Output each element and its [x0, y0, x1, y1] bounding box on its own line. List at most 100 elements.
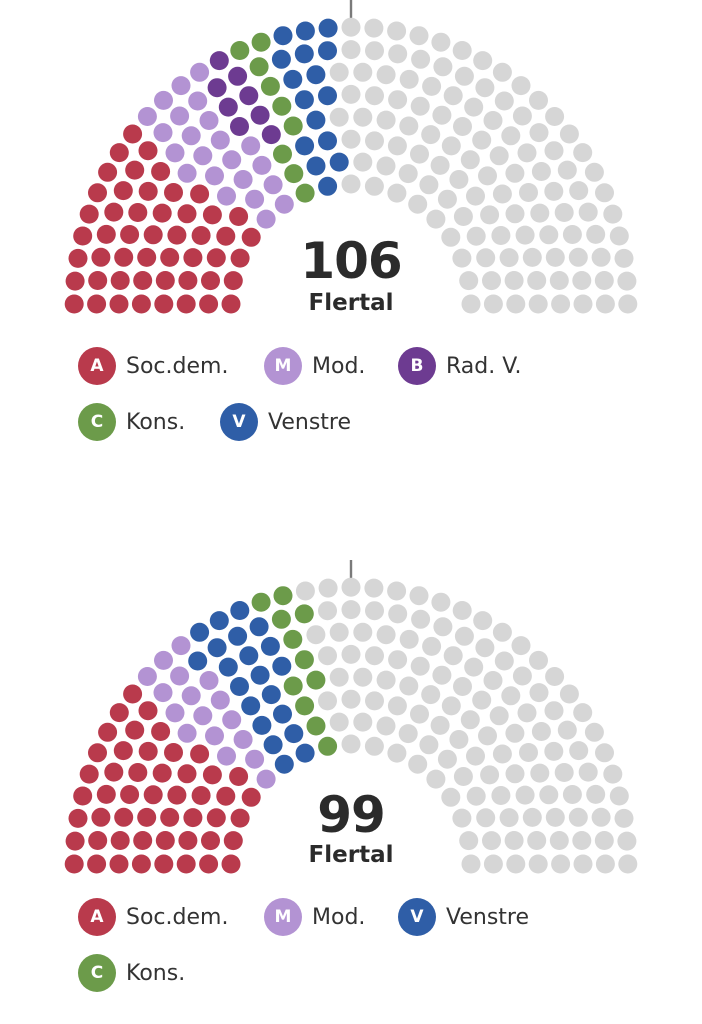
- seat-V: [207, 638, 227, 658]
- seat-empty: [365, 601, 384, 621]
- seat-empty: [441, 227, 461, 247]
- seat-empty: [387, 136, 407, 156]
- seat-empty: [501, 686, 521, 706]
- seat-A: [202, 205, 222, 225]
- seat-empty: [466, 746, 485, 766]
- seat-A: [88, 743, 107, 763]
- seat-empty: [515, 785, 535, 805]
- seat-C: [306, 716, 326, 736]
- seat-C: [283, 116, 303, 136]
- seat-V: [294, 44, 314, 64]
- seat-A: [133, 831, 153, 850]
- seat-M: [199, 671, 219, 690]
- seat-empty: [511, 76, 531, 96]
- seat-empty: [388, 90, 408, 110]
- seat-empty: [591, 807, 611, 827]
- seat-M: [245, 749, 265, 769]
- seat-V: [295, 743, 315, 763]
- seat-empty: [475, 78, 495, 98]
- seat-empty: [410, 144, 429, 164]
- seat-empty: [376, 716, 396, 736]
- legend-label: Kons.: [126, 409, 186, 435]
- majority-count: 99: [317, 786, 386, 844]
- seat-empty: [433, 57, 453, 77]
- seat-empty: [559, 684, 579, 704]
- seat-empty: [506, 294, 526, 314]
- seat-B: [218, 97, 238, 117]
- seat-V: [261, 685, 281, 705]
- seat-empty: [453, 767, 473, 786]
- seat-B: [230, 117, 249, 136]
- seat-empty: [329, 62, 349, 82]
- seat-empty: [408, 754, 428, 774]
- seat-empty: [422, 76, 442, 96]
- seat-empty: [341, 577, 361, 597]
- seat-A: [120, 225, 140, 244]
- seat-A: [221, 294, 241, 314]
- seat-A: [190, 184, 210, 204]
- seat-empty: [341, 644, 361, 664]
- seat-A: [91, 247, 111, 267]
- seat-empty: [387, 743, 407, 763]
- seat-A: [98, 722, 118, 742]
- seat-empty: [365, 41, 384, 61]
- seat-M: [177, 723, 197, 743]
- seat-M: [199, 111, 219, 130]
- seat-empty: [551, 294, 571, 314]
- seat-empty: [478, 726, 497, 746]
- seat-A: [177, 204, 197, 224]
- seat-empty: [517, 703, 537, 723]
- seat-empty: [454, 66, 474, 86]
- seat-empty: [595, 183, 614, 203]
- seat-A: [79, 204, 99, 224]
- seat-M: [137, 107, 157, 126]
- seat-A: [178, 831, 198, 850]
- seat-M: [170, 666, 190, 686]
- seat-A: [167, 785, 187, 805]
- seat-V: [306, 156, 326, 176]
- seat-empty: [306, 625, 326, 645]
- seat-A: [73, 226, 93, 246]
- seat-C: [295, 696, 315, 716]
- seat-M: [205, 726, 224, 746]
- seat-A: [199, 294, 219, 314]
- seat-A: [131, 854, 151, 874]
- seat-M: [154, 90, 173, 110]
- seat-empty: [422, 636, 442, 656]
- seat-empty: [591, 247, 611, 267]
- seat-empty: [453, 677, 472, 696]
- seat-empty: [452, 601, 472, 620]
- legend-badge: C: [78, 954, 116, 992]
- seat-empty: [466, 226, 486, 246]
- seat-empty: [531, 722, 551, 741]
- seat-empty: [492, 184, 512, 204]
- seat-empty: [489, 146, 509, 166]
- seat-V: [188, 651, 208, 671]
- seat-empty: [478, 166, 497, 186]
- seat-V: [250, 665, 270, 685]
- seat-empty: [452, 808, 472, 828]
- seat-empty: [549, 271, 569, 290]
- seat-B: [261, 125, 281, 145]
- seat-empty: [318, 578, 338, 598]
- seat-empty: [329, 622, 349, 642]
- legend-badge: A: [78, 347, 116, 385]
- seat-A: [183, 808, 203, 828]
- seat-A: [206, 248, 226, 268]
- seat-empty: [505, 764, 525, 784]
- legend-label: Mod.: [312, 904, 366, 930]
- seat-empty: [376, 110, 396, 130]
- seat-empty: [437, 749, 457, 769]
- seat-empty: [494, 651, 514, 671]
- seat-empty: [460, 150, 480, 170]
- legend-badge: M: [264, 347, 302, 385]
- seat-empty: [430, 155, 450, 175]
- seat-empty: [603, 764, 623, 784]
- seat-empty: [527, 831, 547, 850]
- seat-V: [294, 90, 314, 110]
- seat-empty: [473, 611, 493, 631]
- seat-empty: [595, 294, 615, 314]
- seat-M: [263, 175, 283, 195]
- seat-V: [263, 735, 283, 755]
- seat-empty: [353, 622, 373, 642]
